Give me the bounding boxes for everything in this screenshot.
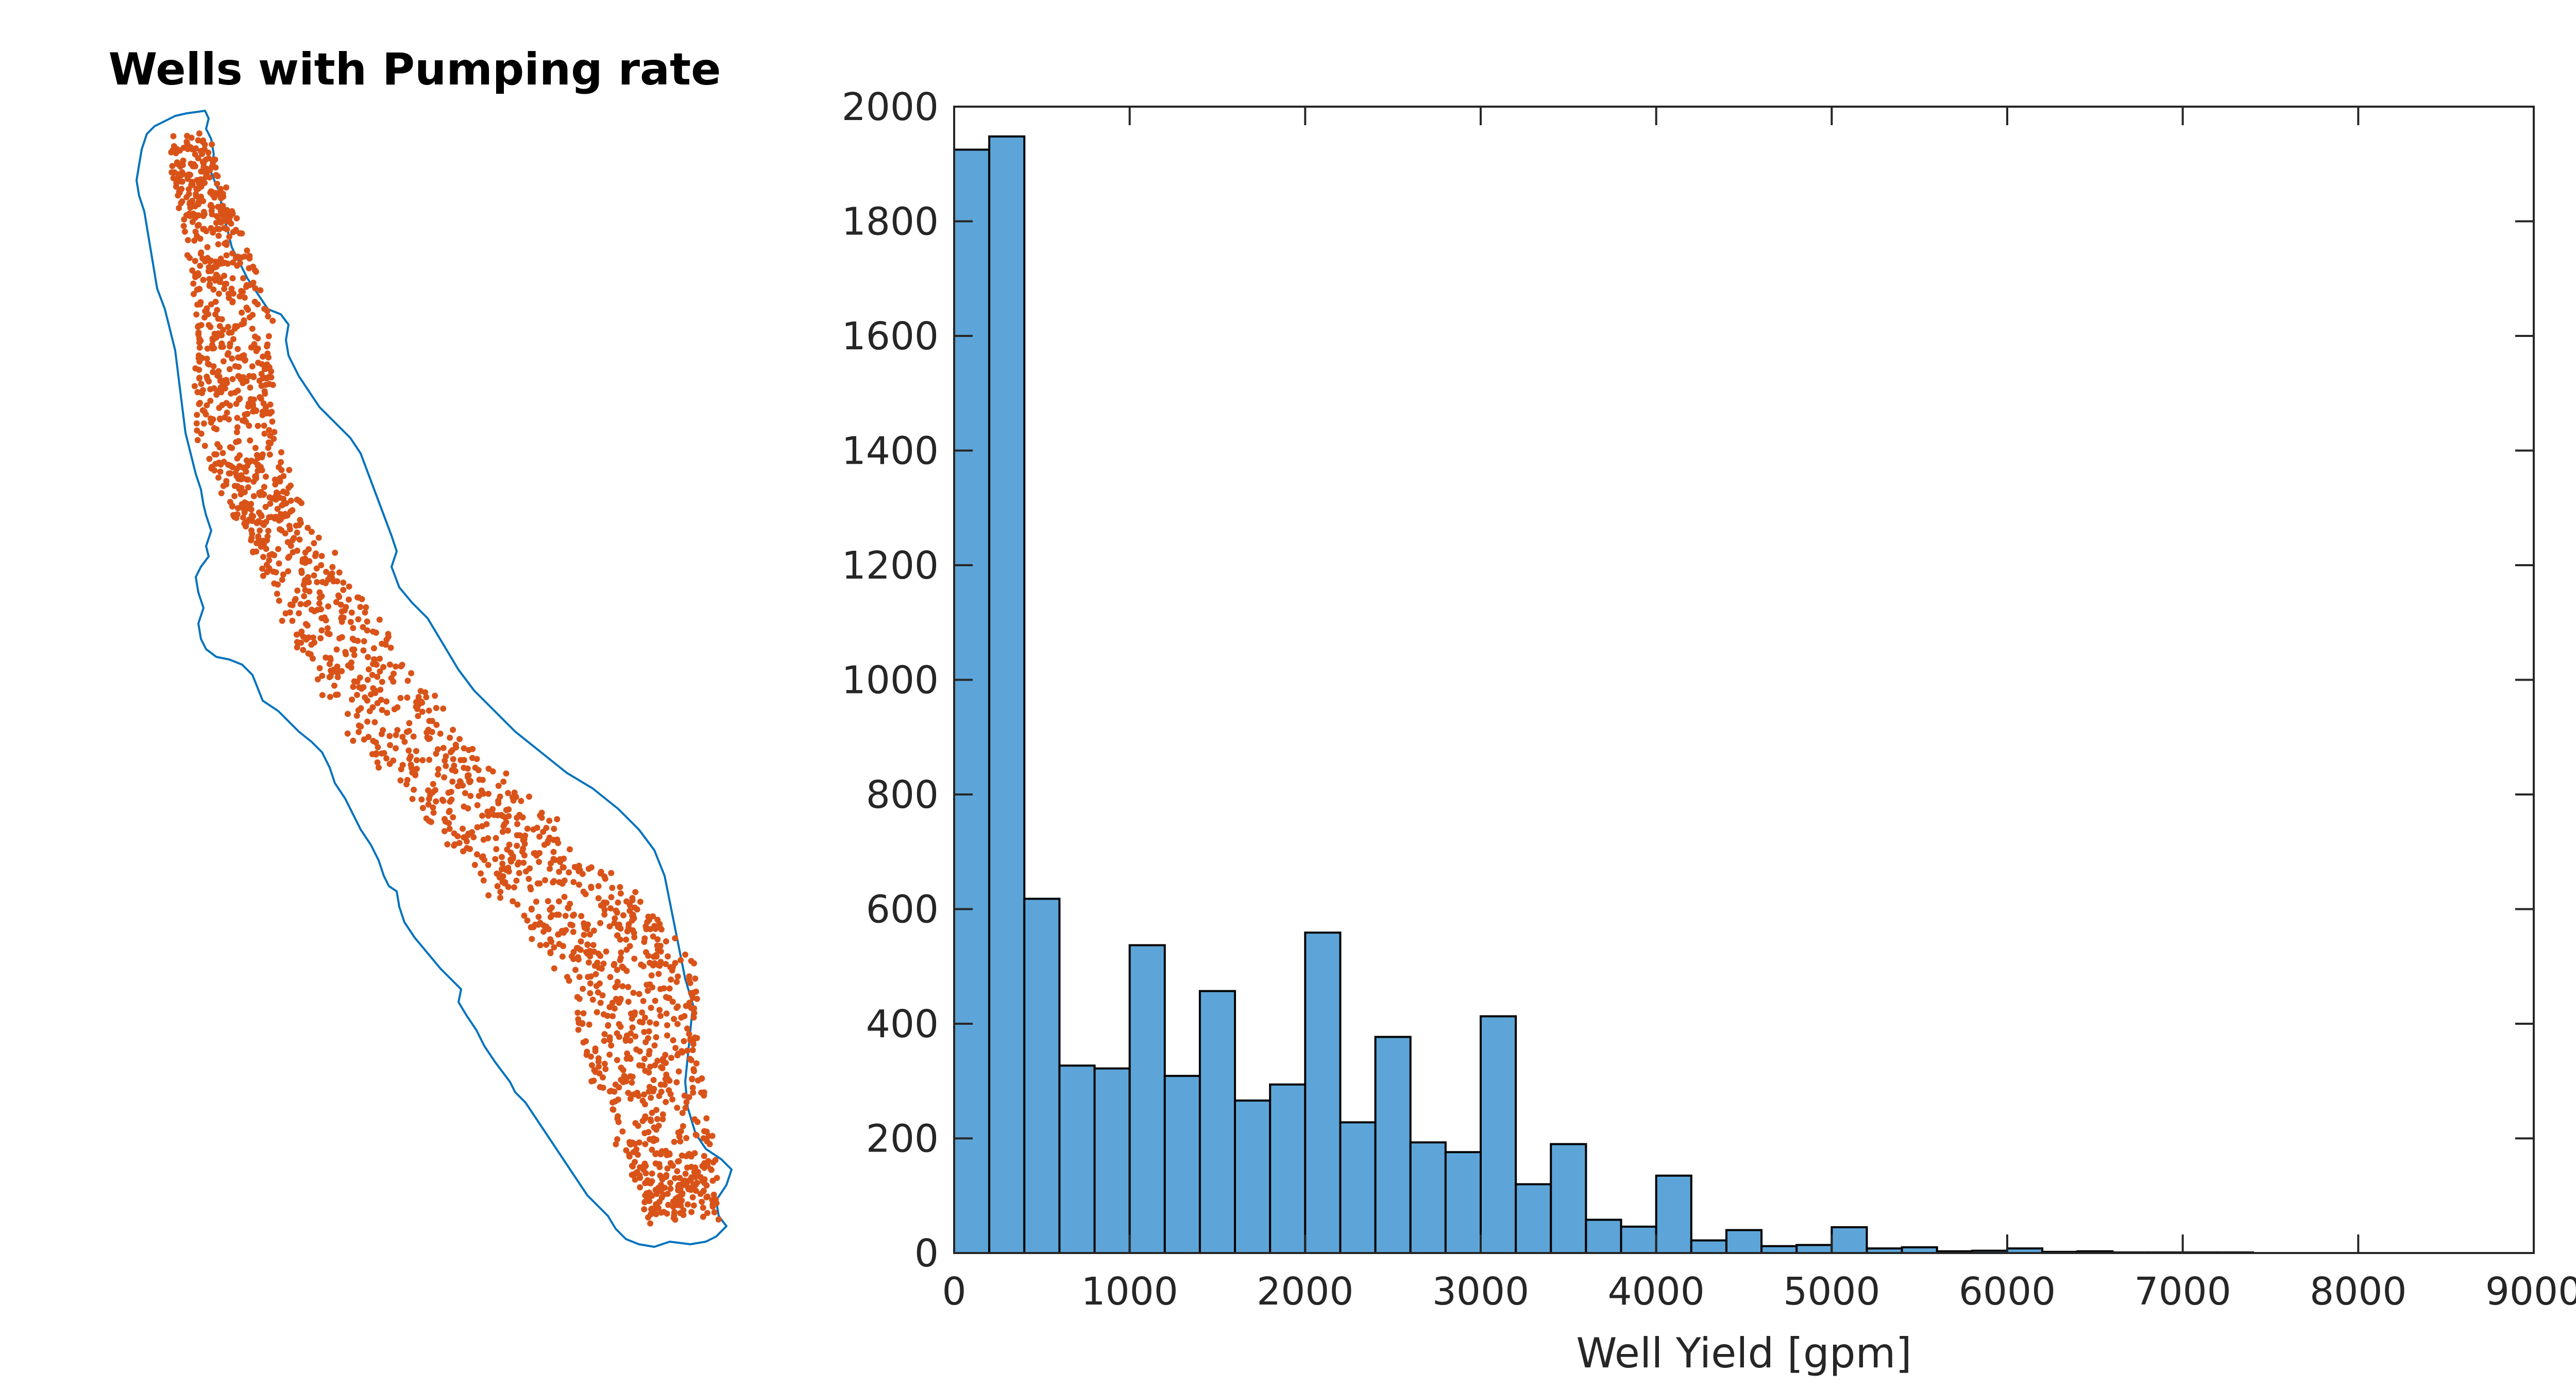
histogram-bar	[1480, 1015, 1517, 1254]
histogram-bar	[1725, 1229, 1763, 1254]
histogram-bar	[1339, 1121, 1377, 1255]
histogram-bar	[1269, 1083, 1307, 1255]
histogram-bar	[1163, 1075, 1201, 1255]
x-tick-label: 6000	[1959, 1269, 2056, 1314]
y-tick-label: 400	[866, 1002, 939, 1046]
x-tick-label: 3000	[1432, 1269, 1529, 1314]
histogram-bar	[1690, 1239, 1727, 1254]
histogram-bar	[1198, 990, 1236, 1255]
map-title: Wells with Pumping rate	[108, 44, 721, 95]
x-tick-label: 2000	[1257, 1269, 1353, 1314]
histogram-bar	[1444, 1151, 1482, 1254]
x-tick-label: 9000	[2485, 1269, 2576, 1314]
y-tick-label: 2000	[842, 85, 939, 129]
histogram-bar	[1515, 1183, 1552, 1254]
x-axis-label: Well Yield [gpm]	[1576, 1329, 1911, 1377]
histogram-bar	[1304, 932, 1342, 1255]
x-tick-label: 8000	[2310, 1269, 2406, 1314]
histogram-bar	[1760, 1245, 1798, 1254]
x-tick-label: 4000	[1608, 1269, 1705, 1314]
histogram-bar	[1234, 1099, 1272, 1254]
region-outline	[135, 110, 733, 1248]
histogram-bar	[1128, 944, 1166, 1254]
histogram-bar	[1093, 1067, 1131, 1254]
y-tick-label: 1000	[842, 658, 939, 703]
histogram-bar	[953, 148, 991, 1254]
y-tick-label: 800	[866, 773, 939, 817]
histogram-bar	[1409, 1141, 1447, 1255]
y-tick-label: 1400	[842, 429, 939, 473]
histogram-bar	[1585, 1218, 1622, 1255]
y-tick-label: 600	[866, 888, 939, 932]
y-tick-label: 1800	[842, 200, 939, 244]
y-tick-label: 1600	[842, 314, 939, 359]
histogram-bar	[1655, 1174, 1692, 1254]
well-point-cloud	[168, 130, 722, 1227]
x-tick-label: 7000	[2134, 1269, 2231, 1314]
well-points	[168, 130, 722, 1227]
histogram-bar	[1374, 1036, 1412, 1255]
x-tick-label: 5000	[1783, 1269, 1880, 1314]
y-tick-label: 200	[866, 1117, 939, 1161]
x-tick-label: 0	[942, 1269, 966, 1314]
histogram-bar	[1795, 1244, 1833, 1255]
histogram-bar	[988, 135, 1026, 1254]
y-tick-label: 1200	[842, 544, 939, 588]
histogram-bar	[1620, 1225, 1657, 1254]
histogram-bar	[1058, 1064, 1096, 1254]
x-tick-label: 1000	[1081, 1269, 1178, 1314]
histogram-bar	[1550, 1143, 1587, 1254]
histogram-bar	[1831, 1226, 1868, 1254]
histogram-bar	[1023, 898, 1061, 1254]
y-tick-label: 0	[914, 1231, 939, 1276]
